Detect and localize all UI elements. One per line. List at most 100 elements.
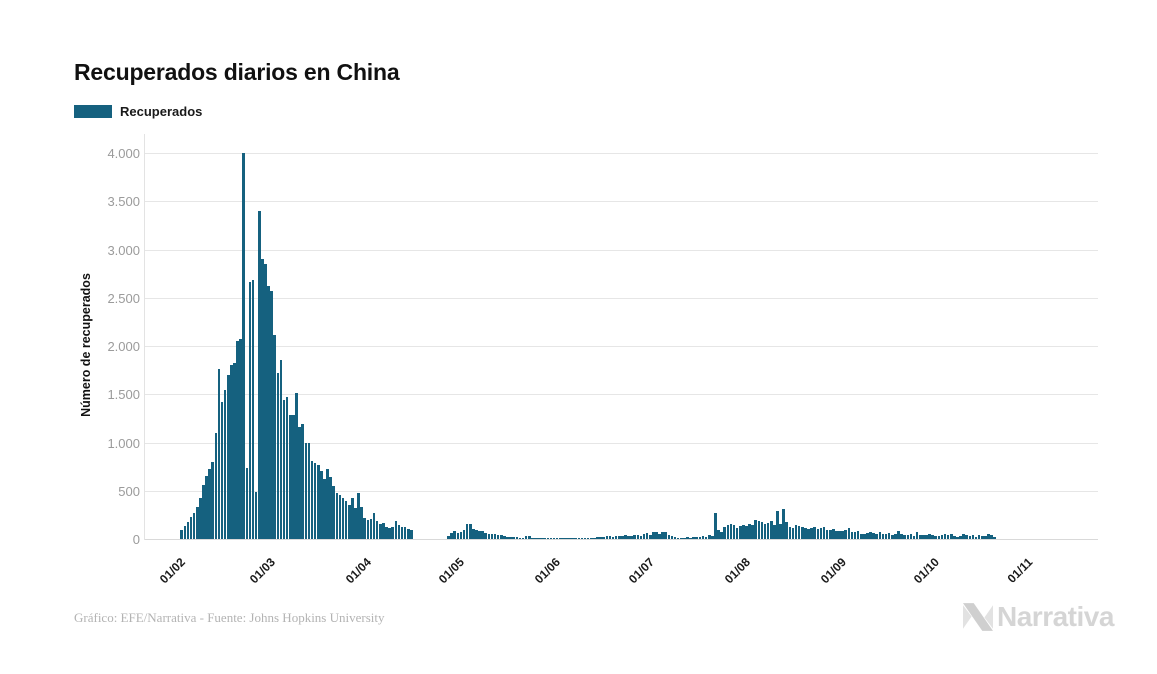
bar — [670, 536, 674, 539]
narrativa-logo: Narrativa — [963, 601, 1114, 633]
bar — [580, 538, 584, 539]
bar — [459, 532, 463, 539]
bar — [968, 536, 972, 539]
bar — [490, 534, 494, 539]
bar — [534, 537, 537, 539]
bar — [959, 535, 962, 539]
bar — [292, 414, 295, 539]
y-axis-line — [144, 134, 145, 540]
bar — [329, 477, 332, 539]
bar — [776, 511, 779, 539]
bar — [270, 290, 273, 539]
x-tick-label: 01/09 — [817, 555, 849, 587]
legend-item-recuperados[interactable]: Recuperados — [74, 104, 202, 119]
bar — [726, 525, 730, 539]
bar — [729, 524, 733, 539]
bar — [453, 530, 457, 539]
bar — [518, 537, 522, 539]
bar — [773, 525, 776, 539]
bar — [785, 522, 789, 539]
bar — [289, 414, 292, 539]
bar — [633, 534, 637, 539]
bar — [217, 369, 221, 539]
bar — [406, 528, 410, 539]
bar — [630, 536, 633, 539]
bar — [816, 529, 820, 539]
bar — [717, 530, 720, 539]
bar — [257, 210, 261, 539]
bar — [397, 525, 401, 539]
bar — [881, 533, 885, 539]
page-title: Recuperados diarios en China — [74, 59, 400, 86]
bar — [692, 537, 695, 539]
bar — [984, 536, 987, 539]
bar — [509, 537, 512, 539]
bar — [621, 536, 624, 539]
bar — [180, 530, 183, 539]
bar — [527, 536, 531, 539]
gridline — [145, 394, 1098, 396]
bar — [614, 535, 618, 539]
bar — [320, 471, 323, 539]
bar — [912, 535, 916, 539]
bar — [369, 519, 373, 539]
bar — [676, 537, 680, 539]
bar — [391, 526, 394, 539]
bar — [794, 525, 798, 539]
bar — [652, 531, 655, 539]
bar — [819, 528, 823, 539]
bar — [543, 538, 547, 539]
bar — [515, 537, 519, 539]
bar — [617, 536, 621, 539]
bar — [360, 506, 363, 539]
narrativa-logo-text: Narrativa — [997, 601, 1114, 632]
bar — [382, 522, 385, 539]
bar — [906, 535, 910, 539]
bar — [714, 512, 717, 539]
bar — [887, 533, 891, 539]
bar — [683, 537, 686, 539]
bar — [763, 523, 767, 539]
bar — [304, 442, 308, 539]
bar — [822, 526, 826, 539]
bar — [577, 538, 581, 539]
bar — [239, 339, 242, 539]
legend-label: Recuperados — [120, 104, 203, 119]
bar — [472, 528, 475, 539]
bar — [341, 498, 345, 539]
bar — [323, 479, 326, 539]
bar — [748, 524, 751, 539]
bar — [316, 464, 320, 539]
y-tick-label: 1.000 — [107, 435, 140, 451]
bar — [925, 534, 928, 539]
bar — [875, 534, 879, 539]
bar — [571, 537, 574, 539]
x-tick-label: 01/10 — [910, 555, 942, 587]
bar — [779, 523, 782, 539]
y-tick-label: 0 — [132, 532, 140, 547]
bar — [639, 535, 643, 539]
bar — [549, 538, 553, 539]
x-tick-label: 01/04 — [343, 555, 375, 587]
bar — [546, 538, 550, 539]
bar — [804, 527, 807, 539]
y-tick-label: 3.000 — [107, 242, 140, 258]
bar — [828, 529, 832, 539]
bar — [205, 476, 208, 539]
bar — [599, 536, 602, 539]
bar — [745, 526, 748, 539]
gridline — [145, 153, 1098, 154]
bar — [487, 533, 491, 539]
bar — [872, 532, 875, 539]
bar — [810, 527, 813, 539]
bar — [313, 462, 317, 539]
bar — [267, 286, 270, 539]
bar — [285, 397, 289, 539]
x-tick-label: 01/11 — [1004, 555, 1036, 586]
bar — [943, 533, 947, 539]
bar — [574, 538, 578, 539]
bar — [922, 535, 925, 539]
bar — [264, 263, 267, 539]
bar — [686, 537, 689, 539]
